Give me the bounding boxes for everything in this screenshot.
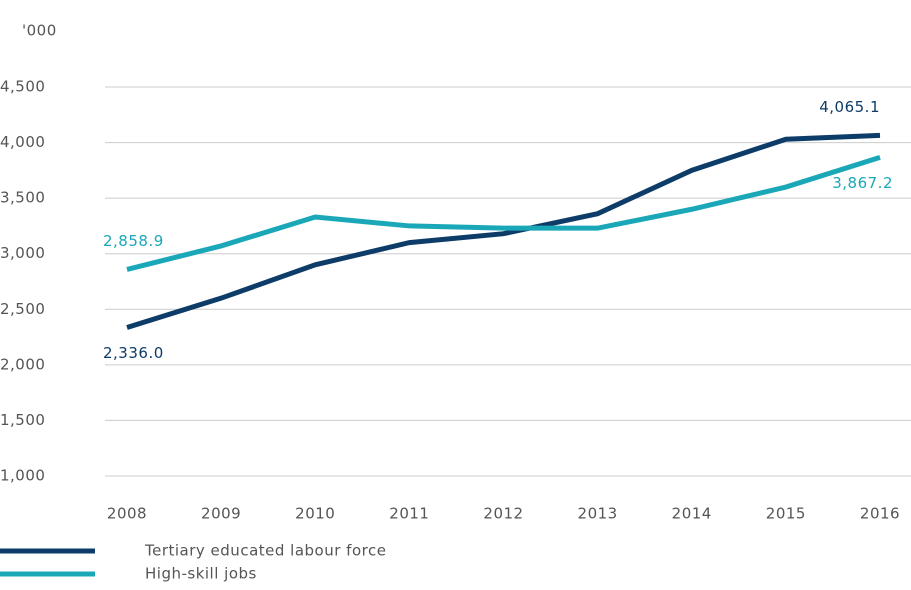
legend-label: Tertiary educated labour force [144,542,386,560]
y-tick-label: 3,000 [0,244,45,262]
data-label: 3,867.2 [832,174,893,192]
data-label: 4,065.1 [819,98,880,116]
x-tick-label: 2009 [201,505,241,523]
data-label: 2,858.9 [103,232,164,250]
y-tick-label: 3,500 [0,189,45,207]
line [126,154,881,272]
x-tick-label: 2011 [389,505,429,523]
y-tick-label: 4,000 [0,133,45,151]
y-tick-label: 1,500 [0,411,45,429]
y-tick-label: 4,500 [0,78,45,96]
x-tick-label: 2010 [295,505,335,523]
y-axis-label: '000 [22,22,57,40]
x-tick-label: 2012 [483,505,523,523]
x-tick-label: 2008 [107,505,147,523]
x-tick-label: 2015 [766,505,806,523]
x-tick-label: 2016 [860,505,900,523]
x-tick-label: 2013 [578,505,618,523]
y-tick-label: 2,500 [0,300,45,318]
legend-label: High-skill jobs [145,565,257,583]
y-tick-label: 2,000 [0,355,45,373]
y-tick-label: 1,000 [0,467,45,485]
line [126,132,881,330]
x-tick-label: 2014 [672,505,712,523]
data-label: 2,336.0 [103,344,164,362]
